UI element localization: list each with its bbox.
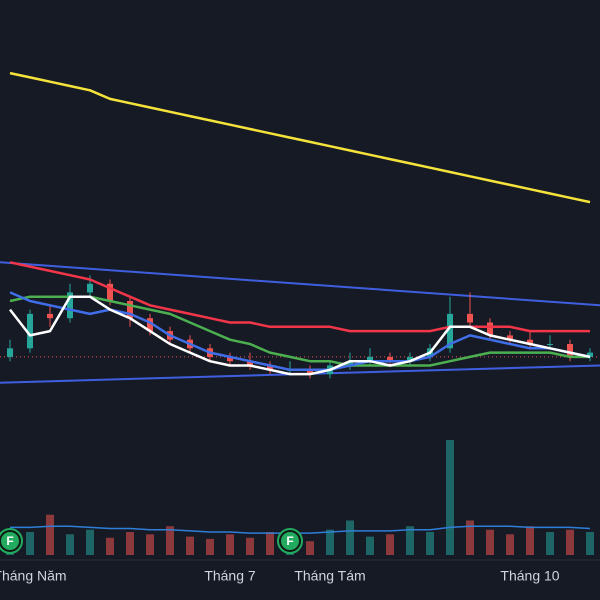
volume-bar: [266, 532, 274, 555]
candle-body: [227, 356, 233, 362]
ma-line: [9, 295, 591, 376]
volume-bar: [366, 536, 374, 555]
volume-bar: [86, 529, 94, 555]
trendline: [0, 261, 600, 307]
ma-line: [9, 261, 590, 333]
candle-body: [147, 318, 153, 332]
volume-bar: [126, 532, 134, 555]
candle-body: [247, 361, 253, 366]
volume-bar: [566, 529, 574, 555]
candle-body: [27, 313, 33, 349]
volume-bar: [106, 537, 114, 555]
event-marker-inner: [1, 532, 19, 550]
volume-bar: [146, 534, 154, 555]
x-tick-label: Tháng Năm: [0, 568, 67, 584]
x-tick-label: Tháng Tám: [294, 568, 365, 584]
candle-body: [267, 365, 273, 370]
volume-bar: [66, 534, 74, 555]
volume-bar: [226, 534, 234, 555]
ma-line: [9, 291, 591, 372]
volume-bar: [46, 514, 54, 555]
volume-bar: [586, 532, 594, 555]
candle-body: [7, 348, 13, 357]
candle-body: [567, 344, 573, 357]
volume-bar: [306, 541, 314, 555]
candle-body: [67, 292, 73, 319]
candle-body: [107, 283, 113, 301]
volume-bar: [486, 529, 494, 555]
candle-body: [87, 283, 93, 293]
volume-bar: [546, 532, 554, 555]
volume-bar: [246, 537, 254, 555]
candle-body: [447, 313, 453, 349]
event-label: F: [286, 534, 293, 548]
candle-body: [127, 301, 133, 319]
ma-line: [9, 71, 591, 204]
candle-body: [387, 356, 393, 362]
event-marker-inner: [281, 532, 299, 550]
volume-bar: [26, 532, 34, 555]
candle-body: [367, 356, 373, 362]
candle-body: [467, 313, 473, 323]
volume-bar: [506, 534, 514, 555]
volume-bar: [426, 532, 434, 555]
volume-bar: [326, 529, 334, 555]
volume-bar: [346, 520, 354, 555]
volume-bar: [206, 538, 214, 555]
x-tick-label: Tháng 7: [204, 568, 256, 584]
volume-bar: [406, 526, 414, 555]
volume-bar: [186, 536, 194, 555]
volume-bar: [386, 534, 394, 555]
candle-body: [407, 356, 413, 362]
candle-body: [547, 344, 553, 345]
x-tick-label: Tháng 10: [500, 568, 559, 584]
volume-bar: [446, 440, 454, 555]
candle-body: [307, 369, 313, 375]
candle-body: [347, 361, 353, 366]
candle-body: [487, 322, 493, 336]
volume-bar: [166, 526, 174, 555]
event-label: F: [6, 534, 13, 548]
ma-line: [9, 295, 590, 367]
volume-bar: [466, 520, 474, 555]
candle-body: [507, 335, 513, 340]
candle-body: [587, 352, 593, 357]
volume-bar: [526, 526, 534, 555]
candle-body: [527, 339, 533, 344]
candle-body: [47, 313, 53, 319]
